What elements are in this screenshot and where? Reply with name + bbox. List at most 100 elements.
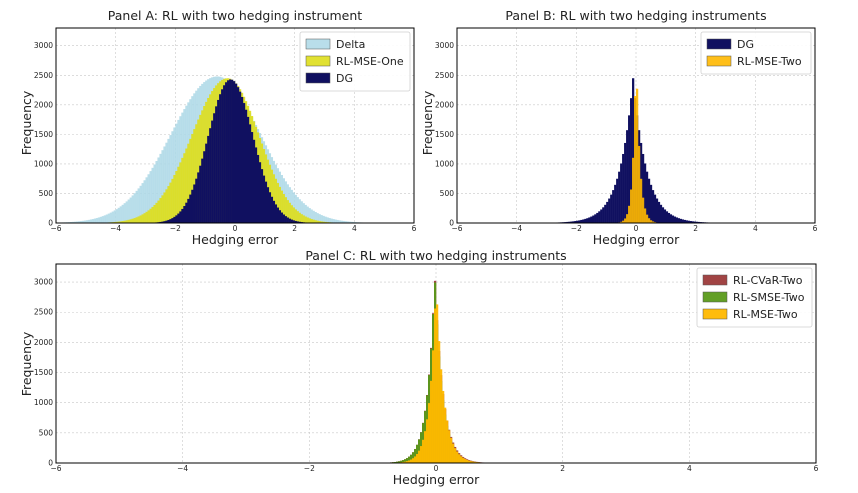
histogram-bar (296, 197, 299, 223)
histogram-bar (404, 461, 407, 463)
histogram-bar (649, 220, 653, 223)
histogram-bar (440, 369, 443, 463)
histogram-bar (643, 208, 647, 223)
histogram-bar (647, 218, 651, 223)
histogram-bar (298, 212, 301, 223)
histogram-bar (189, 194, 192, 223)
histogram-bar (598, 211, 601, 223)
y-tick-label: 0 (48, 459, 53, 468)
histogram-bar (400, 460, 403, 463)
histogram-bar (131, 195, 134, 223)
histogram-bar (566, 221, 569, 223)
histogram-bar (604, 204, 607, 223)
histogram-bar (290, 219, 293, 223)
histogram-bar (177, 213, 180, 223)
histogram-bar (608, 198, 611, 223)
histogram-bar (205, 143, 208, 223)
x-tick-label: −4 (177, 464, 188, 473)
histogram-bar (217, 99, 220, 223)
y-tick-label: 1500 (435, 130, 454, 139)
histogram-bar (570, 221, 573, 223)
histogram-bar (113, 210, 116, 223)
histogram-bar (310, 219, 313, 223)
histogram-bar (460, 456, 463, 463)
histogram-bar (91, 219, 95, 223)
x-tick-label: −2 (571, 224, 582, 233)
histogram-bar (332, 219, 335, 223)
histogram-bar (111, 211, 114, 223)
histogram-bar (113, 221, 116, 223)
histogram-bar (322, 221, 325, 223)
histogram-bar (183, 153, 186, 223)
histogram-bar (663, 209, 667, 223)
histogram-bar (320, 215, 323, 223)
x-tick-label: −6 (50, 464, 61, 473)
x-tick-label: 2 (560, 464, 565, 473)
histogram-bar (637, 145, 641, 223)
histogram-bar (282, 194, 285, 223)
y-tick-label: 0 (449, 219, 454, 228)
histogram-bar (179, 162, 182, 223)
histogram-bar (233, 81, 236, 223)
histogram-bar (624, 142, 627, 223)
legend-swatch (702, 291, 728, 303)
histogram-bar (340, 220, 343, 223)
histogram-bar (685, 220, 688, 223)
histogram-bar (262, 175, 266, 223)
histogram-bar (610, 194, 613, 223)
x-tick-label: 4 (753, 224, 758, 233)
histogram-bar (236, 87, 240, 223)
histogram-bar (314, 220, 317, 223)
series-dg (145, 79, 315, 224)
panel-c-ticks: −6 −4 −2 0 2 4 6 0 500 1000 1500 2000 2500 3000 (34, 278, 819, 473)
histogram-bar (414, 449, 417, 463)
histogram-bar (416, 453, 419, 463)
y-tick-label: 2000 (34, 338, 53, 347)
histogram-bar (584, 218, 587, 223)
panel-c-ylabel: Frequency (19, 331, 34, 396)
panel-a-ylabel: Frequency (19, 90, 34, 155)
histogram-bar (115, 221, 118, 223)
histogram-bar (296, 221, 299, 223)
histogram-bar (306, 206, 309, 223)
histogram-bar (304, 204, 307, 223)
histogram-bar (470, 461, 473, 463)
histogram-bar (157, 157, 160, 223)
histogram-bar (641, 153, 645, 223)
legend-label: DG (737, 38, 754, 51)
histogram-bar (464, 459, 467, 463)
histogram-bar (203, 151, 206, 223)
x-tick-label: 4 (352, 224, 357, 233)
histogram-bar (276, 182, 280, 223)
histogram-bar (272, 200, 276, 223)
histogram-bar (71, 221, 75, 223)
histogram-bar (312, 219, 315, 223)
histogram-bar (153, 164, 156, 223)
histogram-bar (215, 106, 218, 223)
histogram-bar (410, 459, 413, 463)
histogram-bar (632, 78, 635, 223)
legend-swatch (702, 308, 728, 320)
histogram-bar (141, 214, 144, 223)
histogram-bar (219, 94, 222, 223)
histogram-bar (242, 103, 246, 223)
histogram-bar (398, 461, 401, 463)
histogram-bar (602, 207, 605, 223)
histogram-bar (258, 162, 262, 223)
panel-a-bars (56, 76, 381, 224)
histogram-bar (157, 200, 160, 223)
histogram-bar (432, 350, 435, 463)
histogram-bar (430, 380, 433, 463)
x-tick-label: 4 (687, 464, 692, 473)
histogram-bar (125, 220, 128, 223)
x-tick-label: 6 (814, 464, 819, 473)
histogram-bar (446, 420, 449, 463)
histogram-bar (95, 218, 99, 223)
histogram-bar (284, 216, 287, 223)
histogram-bar (300, 201, 303, 223)
histogram-bar (322, 215, 325, 223)
histogram-bar (438, 341, 441, 463)
histogram-bar (163, 146, 166, 223)
series-rl-mse-two (614, 88, 663, 223)
histogram-bar (679, 218, 682, 223)
